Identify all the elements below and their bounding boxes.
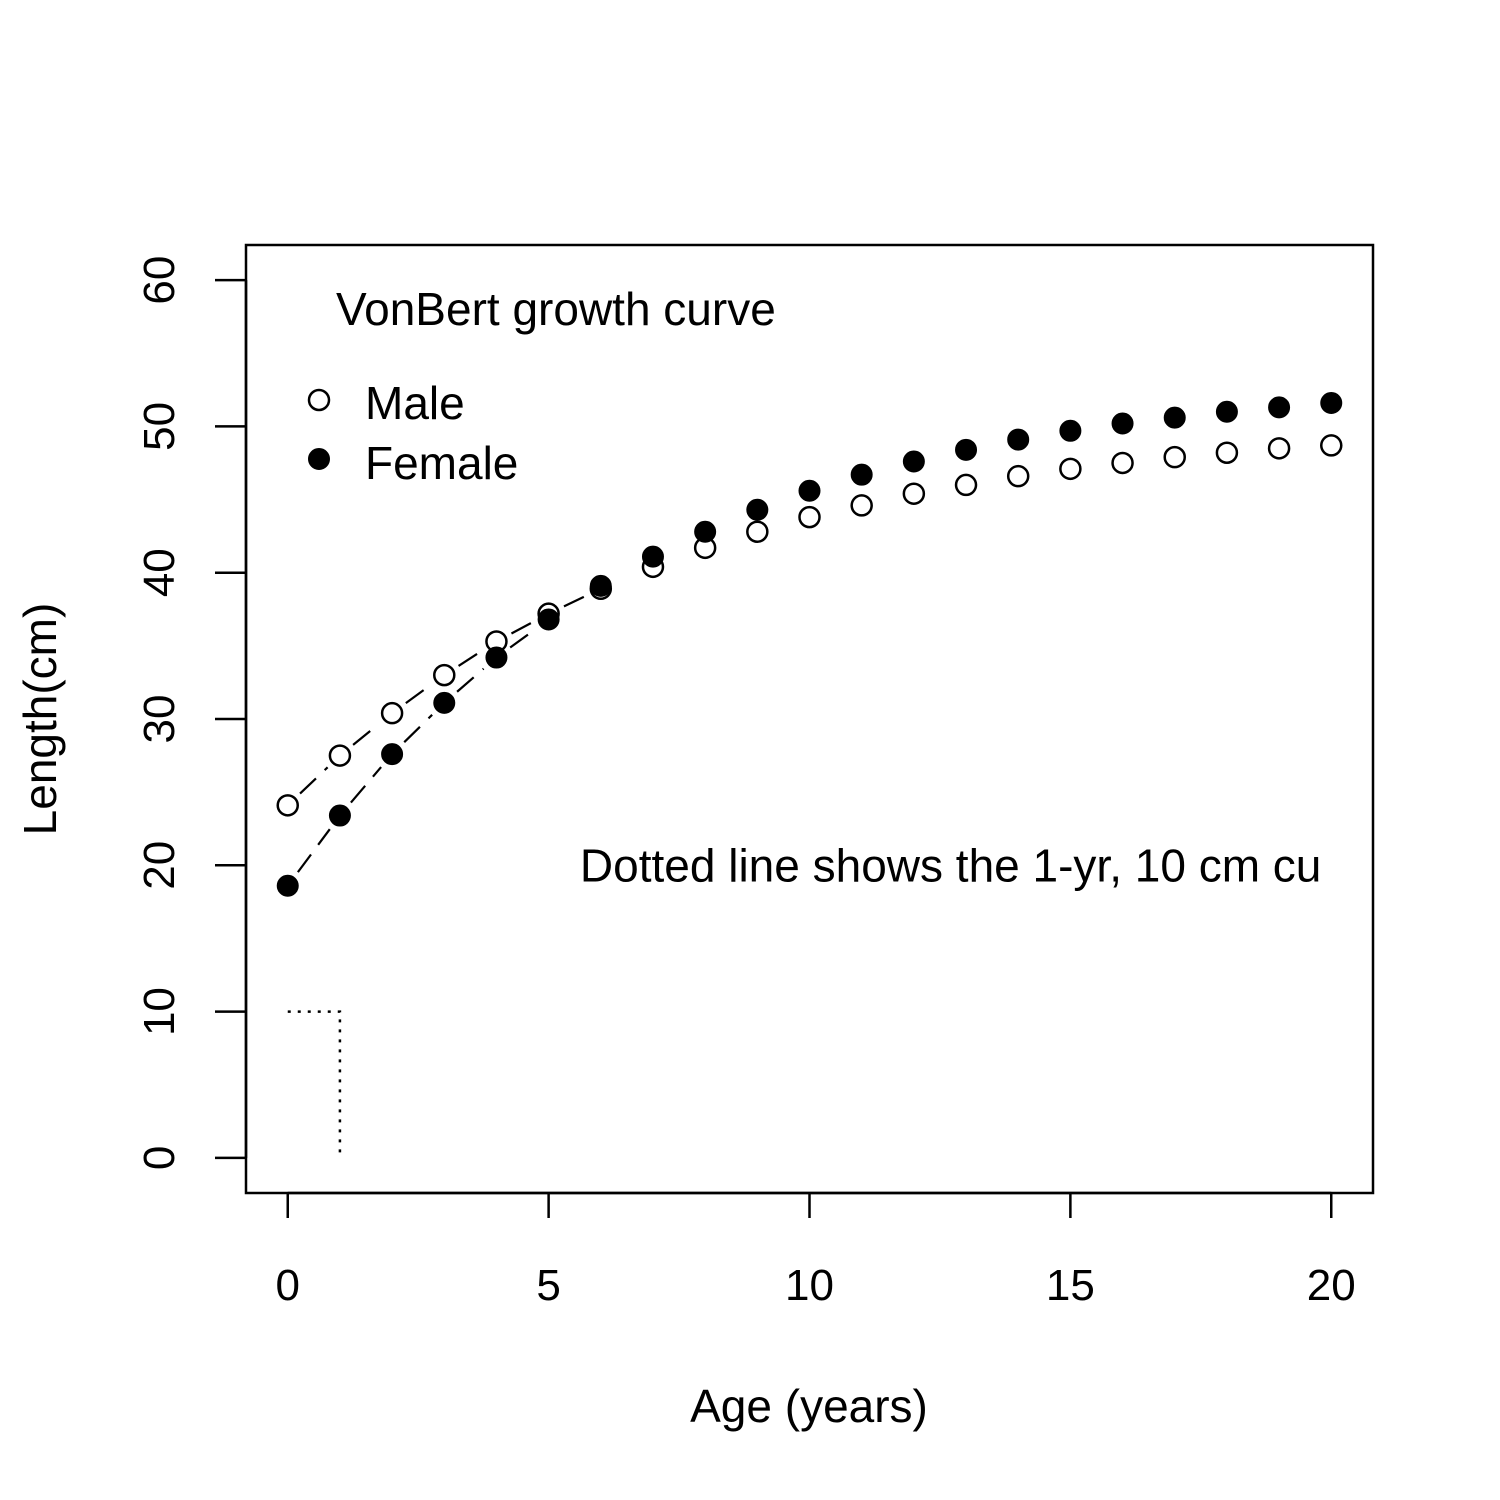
x-tick-label: 5 [536,1261,560,1310]
point-female [276,874,299,897]
point-male [1111,451,1134,475]
connector-lines-group [296,595,586,873]
point-male [276,794,299,817]
point-female [1268,396,1291,419]
point-male [1267,437,1291,460]
y-tick-label: 10 [135,987,184,1036]
point-female [1111,412,1134,435]
point-female [902,450,925,473]
point-female [641,545,664,568]
x-tick-label: 0 [275,1261,299,1310]
point-female [850,463,873,486]
connector-female [350,766,382,804]
point-male [328,744,352,767]
point-male [1006,464,1030,488]
legend-label-male: Male [365,377,465,429]
y-tick-label: 50 [135,402,184,451]
x-axis-label: Age (years) [690,1380,928,1432]
y-axis-label: Length(cm) [14,603,66,836]
point-male [902,482,926,505]
point-female [1163,406,1186,429]
reference-line-dotted [287,1010,342,1158]
point-female [746,498,769,521]
connector-male [352,723,380,746]
x-tick-label: 20 [1307,1261,1356,1310]
connector-male [299,766,329,795]
point-male [380,701,404,725]
y-tick-label: 30 [135,695,184,744]
point-male [1163,445,1186,469]
connector-female [456,667,485,693]
y-tick-label: 20 [135,841,184,890]
y-axis: 0 10 20 30 40 50 60 [135,256,248,1170]
connector-male [405,684,432,705]
connector-male [510,620,535,635]
point-male [1059,457,1082,481]
point-female [955,438,978,461]
point-male [954,473,978,497]
reference-line-group [287,1010,342,1158]
legend-marker-female [308,448,330,470]
point-female [1215,400,1238,423]
data-points-group [276,392,1343,897]
point-male [850,494,873,517]
y-tick-label: 0 [135,1146,184,1170]
point-female [485,646,508,669]
point-female [694,520,717,543]
connector-male [563,595,586,608]
point-female [1059,419,1082,442]
legend-title: VonBert growth curve [336,283,776,335]
connector-male [457,649,483,667]
point-female [328,804,351,827]
y-tick-label: 40 [135,548,184,597]
x-tick-label: 10 [785,1261,834,1310]
point-female [798,479,821,502]
point-female [589,574,612,597]
point-female [381,743,404,766]
legend: VonBert growth curve Male Female [307,283,776,489]
point-female [537,608,560,631]
legend-label-female: Female [365,437,518,489]
point-female [1320,392,1343,414]
connector-female [509,628,536,649]
y-tick-label: 60 [135,256,184,305]
legend-marker-male [307,388,331,412]
connector-female [296,828,331,873]
point-male [746,520,769,543]
point-male [1320,434,1343,457]
x-axis: 0 5 10 15 20 [275,1191,1356,1310]
x-tick-label: 15 [1046,1261,1095,1310]
connector-female [403,714,433,743]
point-female [1007,428,1030,451]
point-female [433,691,456,714]
point-male [1215,441,1239,464]
point-male [433,663,456,687]
point-male [798,505,821,529]
annotation-text: Dotted line shows the 1-yr, 10 cm cu [580,839,1321,891]
